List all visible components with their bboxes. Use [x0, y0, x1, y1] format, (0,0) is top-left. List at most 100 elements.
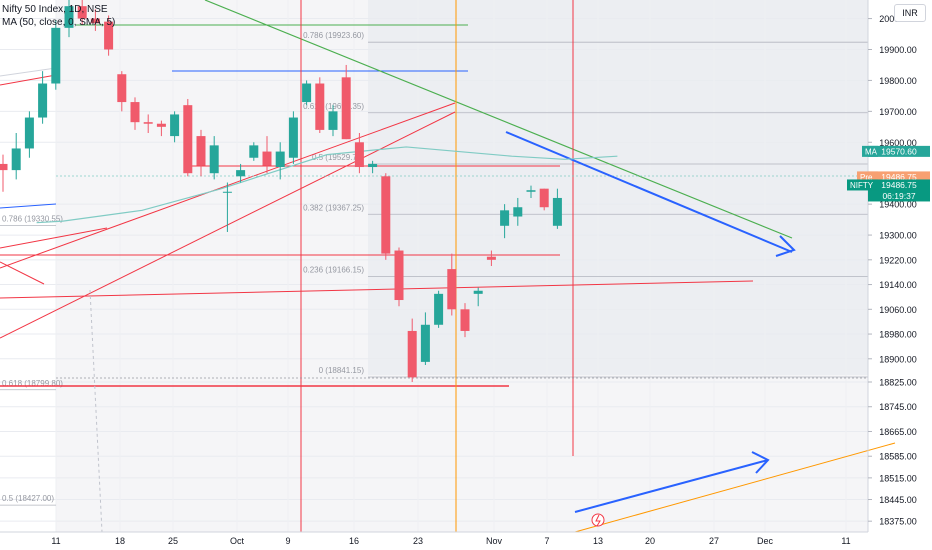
- candle[interactable]: [222, 182, 232, 232]
- fib-level-label: 0.5 (18427.00): [2, 494, 54, 503]
- y-tick-label: 18825.00: [879, 377, 917, 387]
- candle[interactable]: [420, 312, 430, 365]
- y-tick-label: 19900.00: [879, 45, 917, 55]
- candle[interactable]: [104, 15, 114, 56]
- candle-body: [288, 117, 298, 158]
- candle[interactable]: [552, 188, 562, 229]
- trend-line: [0, 67, 57, 77]
- candle[interactable]: [236, 163, 246, 183]
- blue-arrow-head: [775, 235, 796, 257]
- candle[interactable]: [288, 111, 298, 164]
- candle[interactable]: [11, 133, 21, 180]
- candle-body: [130, 102, 140, 123]
- candle-body: [354, 142, 364, 168]
- candle-body: [170, 114, 180, 137]
- candle[interactable]: [209, 136, 219, 180]
- candle[interactable]: [407, 318, 417, 382]
- price-label-bg: [868, 179, 930, 202]
- ma-curve: [36, 146, 618, 224]
- candle-body: [38, 83, 48, 118]
- candle[interactable]: [434, 290, 444, 328]
- candle[interactable]: [143, 114, 153, 133]
- candle[interactable]: [24, 111, 34, 158]
- price-label-tag: NIFTY: [850, 181, 874, 190]
- candle[interactable]: [38, 71, 48, 124]
- x-tick-label: Oct: [230, 536, 245, 546]
- candle[interactable]: [64, 0, 74, 38]
- ma-indicator-label[interactable]: MA (50, close, 0, SMA, 5): [2, 17, 116, 28]
- candle-body: [315, 83, 325, 130]
- candle[interactable]: [117, 71, 127, 112]
- candle[interactable]: [90, 9, 100, 31]
- x-axis[interactable]: 11 18 25 Oct 9 16 23 Nov 7 13 20 27 Dec 11: [51, 536, 850, 546]
- fib-level-label: 0.618 (18799.80): [2, 379, 63, 388]
- candle[interactable]: [51, 20, 61, 90]
- lightning-icon[interactable]: [591, 513, 605, 527]
- candle[interactable]: [130, 97, 140, 130]
- trend-line: [574, 442, 896, 533]
- candle-body: [420, 324, 430, 362]
- price-label-tag-bg: [857, 171, 878, 183]
- x-tick-label: 11: [841, 536, 850, 546]
- candle-body: [394, 250, 404, 301]
- candle[interactable]: [486, 250, 496, 266]
- annotations: [591, 513, 605, 527]
- candle-body: [0, 163, 8, 171]
- candle[interactable]: [77, 0, 87, 25]
- symbol-title[interactable]: Nifty 50 Index, 1D, NSE: [2, 4, 108, 15]
- x-tick-label: 16: [349, 536, 359, 546]
- countdown-timer: 06:19:37: [882, 191, 915, 201]
- candle[interactable]: [513, 197, 523, 226]
- candle[interactable]: [302, 80, 312, 106]
- y-tick-label: 18515.00: [879, 473, 917, 483]
- candle[interactable]: [328, 105, 338, 137]
- candle[interactable]: [526, 185, 536, 198]
- x-tick-label: 18: [115, 536, 125, 546]
- fib-level-label: 0.382 (19367.25): [303, 203, 364, 212]
- candle[interactable]: [196, 129, 206, 177]
- candle-body: [183, 105, 193, 174]
- candle[interactable]: [275, 142, 285, 180]
- candle-body: [77, 6, 87, 19]
- blue-arrow: [505, 131, 793, 253]
- candle[interactable]: [394, 247, 404, 307]
- x-tick-label: 9: [285, 536, 290, 546]
- y-axis[interactable]: 20000.0019900.0019800.0019700.0019600.00…: [868, 14, 917, 527]
- candle[interactable]: [473, 287, 483, 307]
- candle-body: [381, 176, 391, 254]
- candle[interactable]: [368, 160, 378, 174]
- currency-badge[interactable]: INR: [894, 4, 926, 22]
- candle[interactable]: [500, 204, 510, 239]
- candle[interactable]: [354, 133, 364, 174]
- candle-body: [51, 27, 61, 84]
- lightning-icon-glyph: [595, 514, 601, 527]
- candle-body: [196, 136, 206, 166]
- dashed-line: [89, 289, 103, 533]
- candle[interactable]: [249, 142, 259, 161]
- candle-body: [328, 111, 338, 130]
- y-tick-label: 19300.00: [879, 231, 917, 241]
- candle[interactable]: [170, 111, 180, 143]
- candle[interactable]: [262, 136, 272, 174]
- candle[interactable]: [341, 64, 351, 140]
- price-label-tag: MA: [865, 147, 878, 156]
- candle[interactable]: [0, 154, 8, 192]
- fib-level-label: 0.786 (19330.55): [2, 215, 63, 224]
- y-tick-label: 18665.00: [879, 427, 917, 437]
- candle-body: [236, 170, 246, 177]
- candle-body: [222, 191, 232, 193]
- candle[interactable]: [156, 120, 166, 137]
- candle-body: [275, 151, 285, 168]
- candle[interactable]: [183, 98, 193, 177]
- blue-arrow-head: [751, 451, 770, 474]
- fib-level-label: 0.618 (19695.35): [303, 102, 364, 111]
- candle[interactable]: [539, 188, 549, 211]
- candle[interactable]: [381, 173, 391, 260]
- candle[interactable]: [315, 77, 325, 133]
- candle[interactable]: [460, 303, 470, 338]
- candle-body: [262, 151, 272, 166]
- gridlines: [0, 18, 868, 522]
- candle[interactable]: [447, 253, 457, 316]
